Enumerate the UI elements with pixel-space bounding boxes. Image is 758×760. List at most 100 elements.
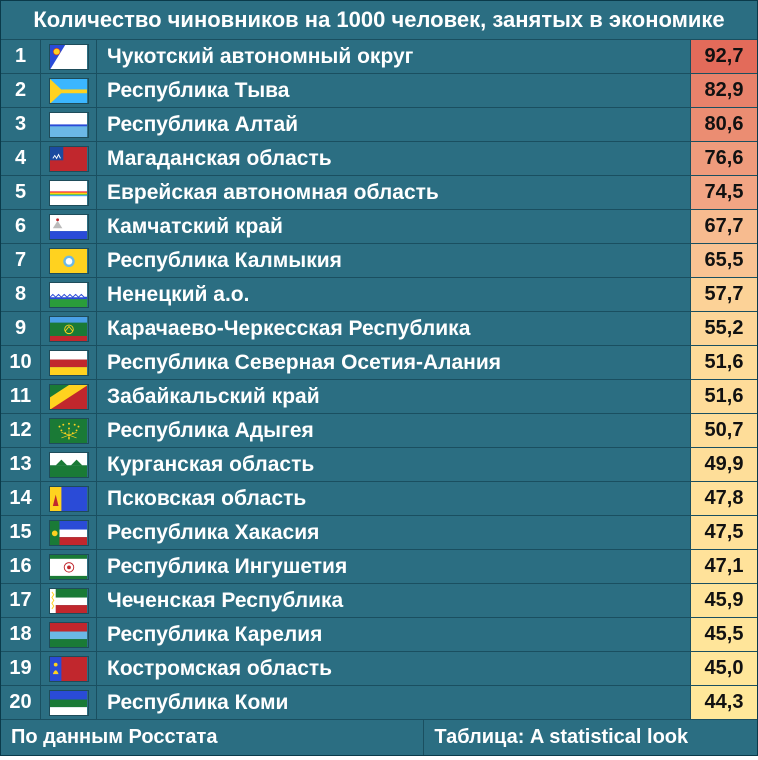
region-flag-icon [49,588,89,614]
flag-cell [41,74,97,107]
region-flag-icon [49,452,89,478]
flag-cell [41,686,97,719]
region-flag-icon [49,656,89,682]
region-flag-icon [49,214,89,240]
region-flag-icon [49,44,89,70]
flag-cell [41,380,97,413]
region-name: Псковская область [97,482,691,515]
region-name: Республика Калмыкия [97,244,691,277]
table-row: 17 Чеченская Республика45,9 [1,584,757,618]
region-flag-icon [49,622,89,648]
rank-cell: 16 [1,550,41,583]
flag-cell [41,482,97,515]
flag-cell [41,312,97,345]
region-name: Республика Хакасия [97,516,691,549]
ranking-table: Количество чиновников на 1000 человек, з… [0,0,758,756]
flag-cell [41,414,97,447]
value-cell: 74,5 [691,176,757,209]
rank-cell: 19 [1,652,41,685]
value-cell: 76,6 [691,142,757,175]
region-name: Камчатский край [97,210,691,243]
region-name: Забайкальский край [97,380,691,413]
region-flag-icon [49,384,89,410]
value-cell: 57,7 [691,278,757,311]
flag-cell [41,40,97,73]
value-cell: 47,5 [691,516,757,549]
table-row: 14Псковская область47,8 [1,482,757,516]
rank-cell: 2 [1,74,41,107]
rank-cell: 12 [1,414,41,447]
region-flag-icon [49,146,89,172]
region-name: Магаданская область [97,142,691,175]
flag-cell [41,108,97,141]
table-row: 6 Камчатский край67,7 [1,210,757,244]
value-cell: 45,9 [691,584,757,617]
region-name: Курганская область [97,448,691,481]
region-name: Чеченская Республика [97,584,691,617]
rank-cell: 3 [1,108,41,141]
region-flag-icon [49,486,89,512]
value-cell: 65,5 [691,244,757,277]
table-body: 1Чукотский автономный округ92,72Республи… [1,40,757,720]
table-row: 4 Магаданская область76,6 [1,142,757,176]
footer-source: По данным Росстата [1,720,424,755]
table-footer: По данным Росстата Таблица: A statistica… [1,720,757,755]
value-cell: 51,6 [691,346,757,379]
rank-cell: 7 [1,244,41,277]
flag-cell [41,448,97,481]
region-flag-icon [49,112,89,138]
table-row: 13 Курганская область49,9 [1,448,757,482]
rank-cell: 5 [1,176,41,209]
rank-cell: 8 [1,278,41,311]
value-cell: 51,6 [691,380,757,413]
rank-cell: 17 [1,584,41,617]
region-flag-icon [49,78,89,104]
region-flag-icon [49,282,89,308]
value-cell: 44,3 [691,686,757,719]
table-row: 7 Республика Калмыкия65,5 [1,244,757,278]
table-row: 12Республика Адыгея50,7 [1,414,757,448]
rank-cell: 6 [1,210,41,243]
table-row: 2Республика Тыва82,9 [1,74,757,108]
value-cell: 92,7 [691,40,757,73]
value-cell: 67,7 [691,210,757,243]
table-row: 15 Республика Хакасия47,5 [1,516,757,550]
region-name: Костромская область [97,652,691,685]
region-name: Республика Алтай [97,108,691,141]
value-cell: 55,2 [691,312,757,345]
region-name: Чукотский автономный округ [97,40,691,73]
table-row: 1 Чукотский автономный округ92,7 [1,40,757,74]
region-name: Карачаево-Черкесская Республика [97,312,691,345]
value-cell: 50,7 [691,414,757,447]
value-cell: 45,0 [691,652,757,685]
flag-cell [41,278,97,311]
flag-cell [41,346,97,379]
rank-cell: 1 [1,40,41,73]
table-row: 3 Республика Алтай80,6 [1,108,757,142]
rank-cell: 15 [1,516,41,549]
value-cell: 80,6 [691,108,757,141]
rank-cell: 4 [1,142,41,175]
region-flag-icon [49,350,89,376]
rank-cell: 11 [1,380,41,413]
table-title: Количество чиновников на 1000 человек, з… [1,1,757,40]
flag-cell [41,176,97,209]
rank-cell: 18 [1,618,41,651]
region-name: Республика Северная Осетия-Алания [97,346,691,379]
rank-cell: 13 [1,448,41,481]
rank-cell: 14 [1,482,41,515]
table-row: 19 Костромская область45,0 [1,652,757,686]
flag-cell [41,142,97,175]
region-flag-icon [49,418,89,444]
region-flag-icon [49,180,89,206]
region-flag-icon [49,690,89,716]
rank-cell: 9 [1,312,41,345]
table-row: 8 Ненецкий а.о.57,7 [1,278,757,312]
region-name: Ненецкий а.о. [97,278,691,311]
flag-cell [41,210,97,243]
region-flag-icon [49,520,89,546]
value-cell: 49,9 [691,448,757,481]
value-cell: 82,9 [691,74,757,107]
value-cell: 45,5 [691,618,757,651]
table-row: 5Еврейская автономная область74,5 [1,176,757,210]
